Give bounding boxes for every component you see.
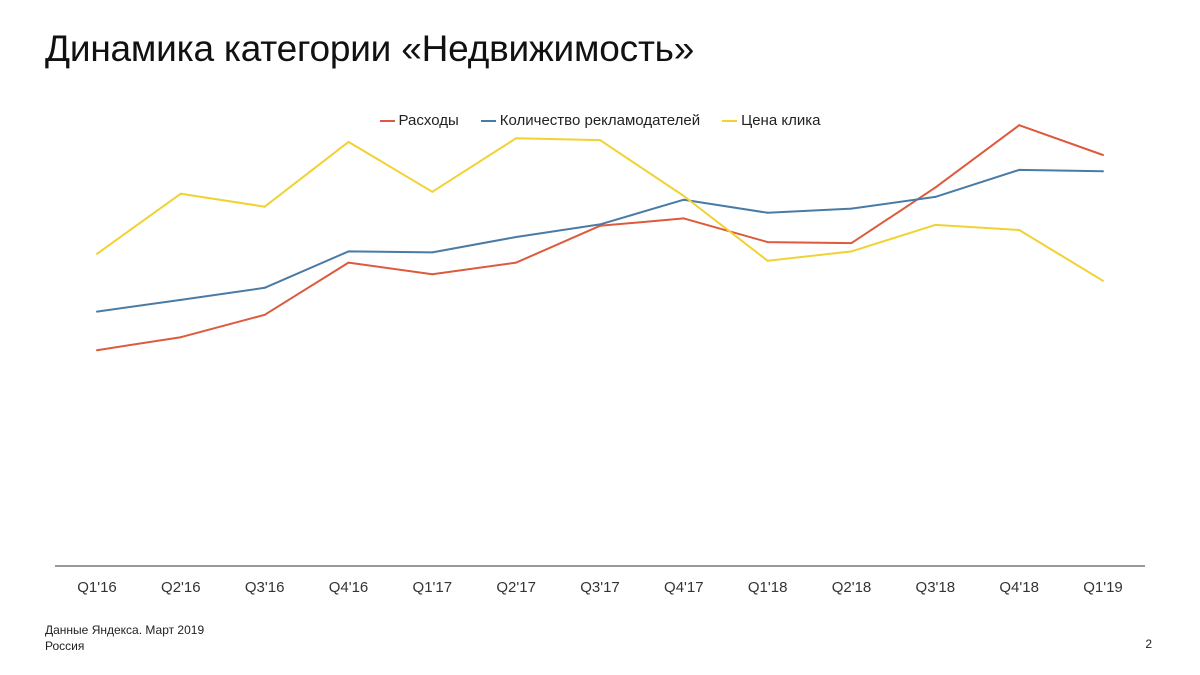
data-point-advertisers-q3-16: [263, 286, 266, 289]
data-point-expenses-q4-17: [682, 217, 685, 220]
legend-item-advertisers: Количество рекламодателей: [480, 112, 701, 129]
chart-legend: Расходы Количество рекламодателей Цена к…: [0, 112, 1200, 129]
data-point-cpc-q1-19: [1102, 279, 1104, 282]
x-tick-label-q1-17: Q1'17: [413, 579, 453, 596]
data-point-cpc-q2-18: [850, 250, 853, 253]
data-point-expenses-q2-18: [850, 242, 853, 245]
x-tick-label-q3-18: Q3'18: [916, 579, 956, 596]
data-point-advertisers-q3-17: [599, 223, 601, 226]
data-point-expenses-q4-16: [347, 261, 350, 264]
x-tick-label-q1-18: Q1'18: [748, 579, 788, 596]
legend-item-cpc: Цена клика: [722, 112, 820, 129]
x-tick-label-q4-18: Q4'18: [999, 579, 1039, 596]
x-tick-label-q2-18: Q2'18: [832, 579, 872, 596]
legend-swatch-advertisers: [480, 119, 496, 122]
data-point-advertisers-q1-16: [96, 310, 98, 313]
data-point-cpc-q4-16: [347, 140, 350, 143]
data-point-cpc-q3-16: [263, 205, 266, 208]
x-tick-label-q3-17: Q3'17: [580, 579, 620, 596]
x-tick-label-q4-16: Q4'16: [329, 579, 369, 596]
data-point-expenses-q1-16: [96, 349, 98, 352]
data-point-expenses-q4-18: [1018, 124, 1021, 127]
data-point-cpc-q4-18: [1018, 229, 1021, 232]
legend-label-expenses: Расходы: [398, 112, 459, 129]
data-point-cpc-q1-17: [431, 190, 434, 193]
slide-title: Динамика категории «Недвижимость»: [45, 28, 695, 69]
data-point-expenses-q1-18: [766, 241, 769, 244]
data-point-cpc-q4-17: [682, 194, 685, 197]
data-point-advertisers-q4-17: [682, 198, 685, 201]
data-point-expenses-q2-17: [515, 261, 518, 264]
page-number: 2: [1145, 637, 1152, 651]
series-line-expenses: [96, 124, 1104, 352]
data-point-expenses-q2-16: [179, 336, 182, 339]
data-point-expenses-q3-16: [263, 313, 266, 316]
x-tick-label-q4-17: Q4'17: [664, 579, 704, 596]
x-tick-label-q1-16: Q1'16: [77, 579, 117, 596]
data-point-advertisers-q3-18: [934, 195, 937, 198]
legend-label-advertisers: Количество рекламодателей: [499, 112, 701, 129]
data-point-advertisers-q1-19: [1102, 170, 1104, 173]
x-tick-label-q2-17: Q2'17: [496, 579, 536, 596]
legend-swatch-expenses: [379, 119, 395, 122]
data-point-advertisers-q2-17: [515, 236, 518, 239]
legend-label-cpc: Цена клика: [741, 112, 821, 129]
data-point-advertisers-q1-17: [431, 251, 434, 254]
x-tick-label-q2-16: Q2'16: [161, 579, 201, 596]
data-point-expenses-q1-19: [1102, 153, 1104, 156]
data-point-advertisers-q2-16: [179, 298, 182, 301]
legend-item-expenses: Расходы: [379, 112, 459, 129]
data-point-advertisers-q2-18: [850, 207, 853, 210]
data-point-expenses-q1-17: [431, 273, 434, 276]
source-note: Данные Яндекса. Март 2019 Россия: [45, 622, 204, 654]
data-point-advertisers-q1-18: [766, 211, 769, 214]
source-line-region: Россия: [45, 639, 85, 653]
data-point-cpc-q2-16: [179, 192, 182, 195]
data-point-cpc-q3-17: [599, 139, 601, 142]
data-point-expenses-q3-18: [934, 186, 937, 189]
series-line-cpc: [96, 137, 1104, 282]
data-point-cpc-q1-16: [96, 252, 98, 255]
legend-swatch-cpc: [722, 119, 738, 122]
x-tick-label-q3-16: Q3'16: [245, 579, 285, 596]
data-point-advertisers-q4-16: [347, 250, 350, 253]
data-point-cpc-q2-17: [515, 137, 518, 140]
source-line-data: Данные Яндекса. Март 2019: [45, 623, 205, 637]
data-point-advertisers-q4-18: [1018, 168, 1021, 171]
x-tick-label-q1-19: Q1'19: [1083, 579, 1123, 596]
series-line-advertisers: [96, 168, 1104, 313]
data-point-cpc-q1-18: [766, 259, 769, 262]
data-point-cpc-q3-18: [934, 223, 937, 226]
